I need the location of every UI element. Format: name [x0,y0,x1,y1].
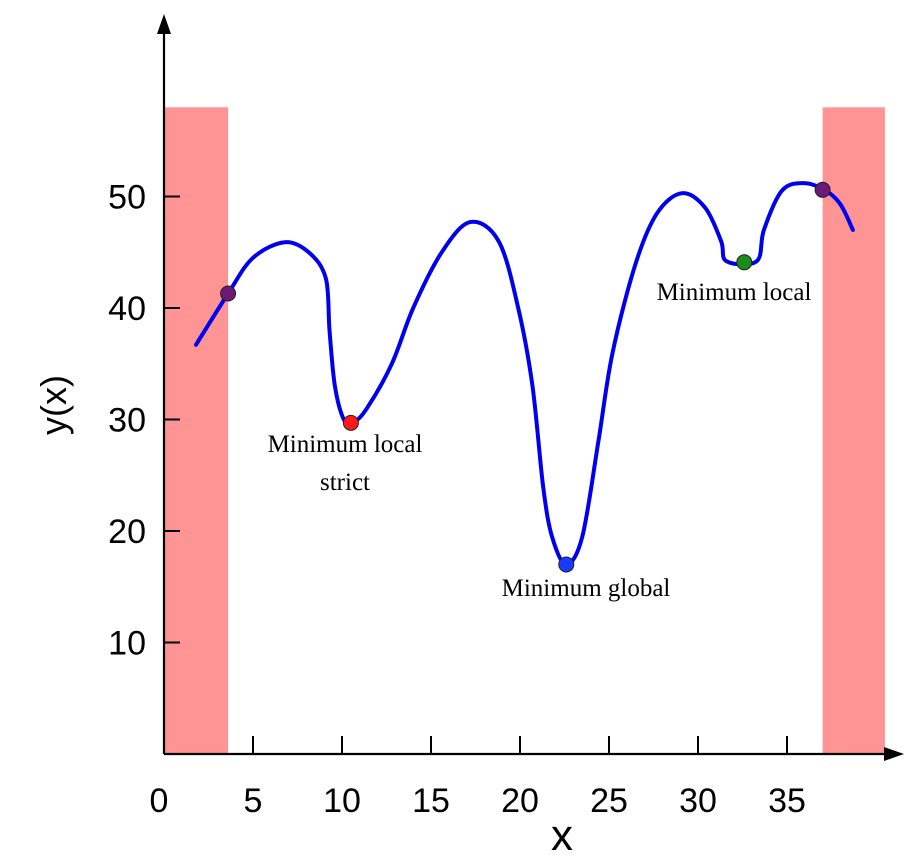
x-tick-label: 15 [412,782,450,820]
y-tick-label: 50 [108,179,146,217]
marker-point-1 [220,285,237,302]
y-tick-label: 30 [108,402,146,440]
annotations: Minimum local strict Minimum global Minimum… [268,279,812,602]
axes [157,14,904,761]
function-curve [194,181,855,567]
marker-point-2 [342,414,359,431]
shaded-region-1 [164,107,229,755]
y-ticks: 10 20 30 40 50 [108,179,180,663]
x-tick-label: 20 [501,782,539,820]
y-tick-label: 40 [108,290,146,328]
x-tick-label: 0 [150,782,169,820]
annotation-label: Minimum local [657,279,812,306]
x-axis-arrow [884,747,904,761]
y-tick-label: 20 [108,513,146,551]
y-axis-arrow [157,14,171,34]
x-tick-label: 25 [590,782,628,820]
annotation-label: Minimum local [268,431,423,458]
x-tick-label: 10 [323,782,361,820]
annotation-label: strict [320,469,370,496]
x-ticks: 0 5 10 15 20 25 30 35 [150,736,806,820]
x-tick-label: 30 [679,782,717,820]
shaded-regions [164,107,885,755]
y-axis-title: y(x) [33,375,74,435]
annotation-label: Minimum global [502,575,671,602]
marker-point-4 [736,254,753,271]
markers [220,181,831,573]
x-tick-label: 35 [768,782,806,820]
shaded-region-2 [822,107,885,755]
x-tick-label: 5 [244,782,263,820]
marker-point-3 [558,556,575,573]
x-axis-title: x [551,811,573,860]
y-tick-label: 10 [108,625,146,663]
marker-point-5 [814,181,831,198]
